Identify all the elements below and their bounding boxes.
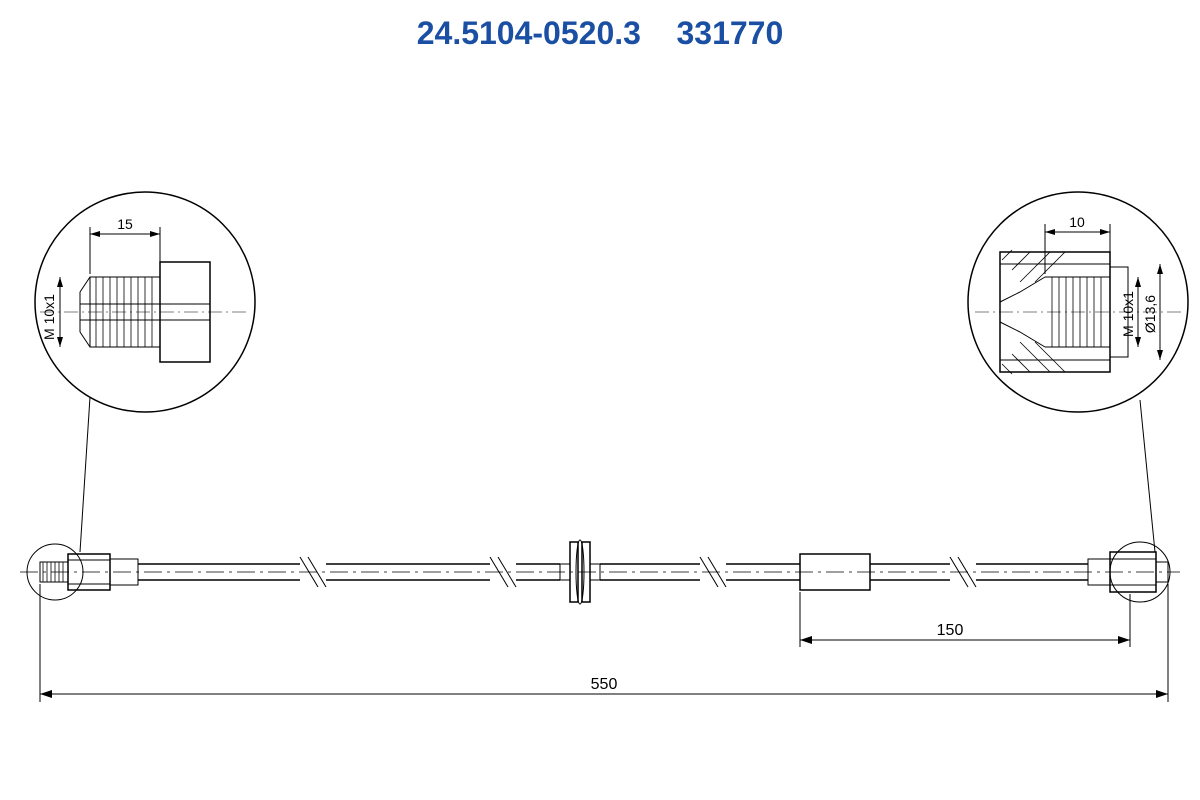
main-side-view [20,540,1180,604]
right-detail: 10 M 10x1 Ø13,6 [968,192,1188,552]
dim-sleeve: 150 [937,622,964,639]
left-thread-spec: M 10x1 [41,294,57,340]
dim-overall: 550 [591,676,618,693]
left-detail: 15 M 10x1 [35,192,255,552]
right-diameter: Ø13,6 [1142,295,1158,333]
right-detail-dim: 10 [1069,214,1085,230]
left-detail-dim: 15 [117,216,133,232]
secondary-number: 331770 [676,15,783,51]
right-thread-spec: M 10x1 [1120,291,1136,337]
part-number: 24.5104-0520.3 [417,15,641,51]
dimensions: 150 550 [40,584,1168,702]
drawing-title: 24.5104-0520.3 331770 [0,0,1200,52]
technical-drawing: 150 550 [0,52,1200,792]
